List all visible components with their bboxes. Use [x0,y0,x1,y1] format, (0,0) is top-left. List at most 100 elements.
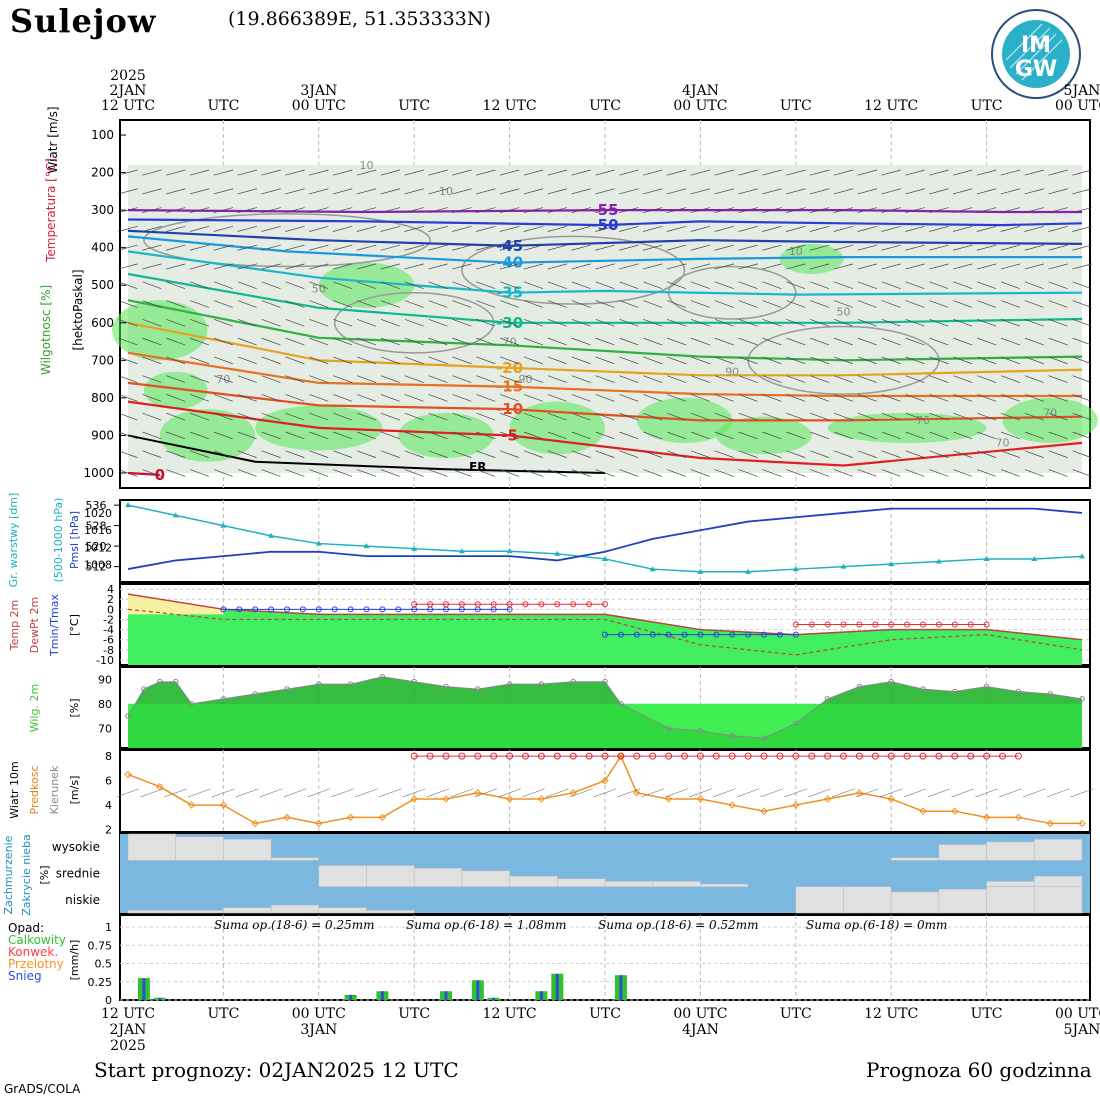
cloud-bar [175,910,224,914]
wind-barb [619,375,639,383]
wind-barb [690,281,710,289]
wind-barb [666,225,687,232]
wind-barb [452,225,472,232]
wind-barb [809,225,830,232]
wind-speed-marker [219,801,228,809]
wind-barb [118,263,138,270]
wind-barb [404,469,424,477]
wind-barb [810,450,830,458]
cloud-bar [843,886,892,914]
cloud-bar [366,865,415,887]
pressure-tick-label: 800 [91,391,114,405]
panel-frame [119,499,1091,583]
temp-area [128,594,1082,665]
wind-barb [571,319,591,327]
humidity-2m-marker [1047,691,1053,697]
wind-direction-barb [259,788,283,798]
cloud-cover-panel: wysokie srednie niskie Zachmurzenie Zakrycie… [2,833,1091,916]
humidity-2m-marker [172,678,179,685]
precip-sum-annotation: Suma op.(6-18) = 1.08mm [406,918,567,932]
wind-barb [428,394,448,402]
wind-barb [1024,207,1045,214]
wind-speed-marker [1014,813,1023,822]
wind-speed-marker [537,795,546,803]
wind-barb [857,394,877,402]
cloud-bar [223,839,272,861]
wind-barb [213,169,234,176]
humidity-2m-marker [411,678,418,685]
wind-direction-barb [712,788,736,798]
wind-barb [619,412,639,421]
humidity-tick-label: 90 [98,673,112,686]
wind-barb [810,431,830,440]
wind-barb [642,188,663,195]
pressure-tick-label: 1000 [83,466,114,480]
gpt-marker [125,502,131,508]
wind-barb [714,188,734,195]
wind-barb [905,281,925,289]
wind-barb [976,169,997,176]
wind-barb [762,281,782,289]
wind-barb [953,450,973,458]
wind-barb [309,319,329,327]
wind-barb [977,337,997,346]
gpt-tick-label: 512 [86,561,107,574]
wind-barb [356,431,377,440]
wind-barb [643,337,663,346]
gpt-tick-label: 536 [86,499,107,512]
wind-barb [857,431,877,440]
temp-tick-label: 4 [107,583,114,596]
wind-direction-barb [1046,788,1070,798]
gpt-marker [697,568,704,574]
tmax-marker [888,621,895,628]
wind-barb [356,300,377,308]
wind-barb [786,337,806,346]
wind-barb [667,469,687,477]
gpt-marker [554,550,561,556]
wind-barb [786,469,806,477]
wind-barb [428,225,448,232]
wind-barb [905,300,925,308]
isotherm-line [127,321,1083,377]
wind-barb [714,281,734,289]
gpt-marker [649,566,656,572]
wind-barb [1024,169,1045,176]
wind-barb [285,169,305,176]
wind-barb [452,412,472,421]
wind-barb [428,356,448,365]
wind-barb [1072,356,1092,365]
upper-air-axis-label: Wiatr [m/s] [46,106,60,173]
wind-barb [356,225,377,232]
wind-barb [1048,188,1068,195]
wind-barb [547,281,567,289]
wind-barb [953,207,973,214]
wind-barb [1000,412,1020,421]
wind-speed-marker [1078,819,1086,828]
wind-barb [619,225,639,232]
wind-barb [643,450,663,458]
wind-barb [619,281,639,289]
wind-barb [404,244,424,251]
wind-barb [428,169,448,176]
wind-barb [285,469,305,477]
wind-barb [595,337,615,346]
wind-barb [762,319,782,327]
wind-barb [499,188,520,195]
wind-barb [190,281,210,289]
gpt-marker [411,545,418,551]
wind-barb [1048,244,1068,251]
wind-barb [500,412,520,421]
wind-barb [690,412,710,421]
wind-barb [762,431,782,440]
wind-barb [1072,412,1092,421]
wind-barb [810,375,830,383]
wind-barb [166,375,186,383]
wind-barb [1000,188,1021,195]
wind-barb [309,263,329,270]
wind-barb [857,281,877,289]
wind-barb [929,394,949,402]
wind-barb [833,188,854,195]
wind-barb [929,244,949,251]
top-axis-date-label: 2JAN [110,83,147,99]
bottom-axis-year-label: 2025 [110,1038,146,1054]
